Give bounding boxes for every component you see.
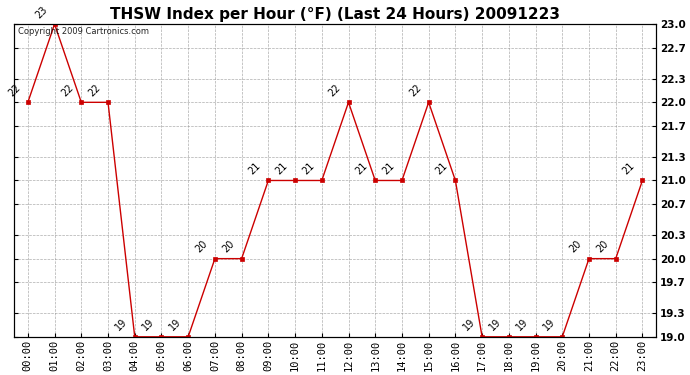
- Text: 21: 21: [300, 160, 316, 176]
- Text: 20: 20: [594, 238, 610, 255]
- Text: 21: 21: [247, 160, 263, 176]
- Text: 19: 19: [461, 317, 477, 333]
- Text: 19: 19: [140, 317, 156, 333]
- Title: THSW Index per Hour (°F) (Last 24 Hours) 20091223: THSW Index per Hour (°F) (Last 24 Hours)…: [110, 7, 560, 22]
- Text: 19: 19: [541, 317, 557, 333]
- Text: 21: 21: [354, 160, 370, 176]
- Text: 20: 20: [568, 238, 584, 255]
- Text: 21: 21: [621, 160, 637, 176]
- Text: 20: 20: [220, 238, 236, 255]
- Text: 21: 21: [381, 160, 396, 176]
- Text: 22: 22: [86, 82, 102, 98]
- Text: 20: 20: [193, 238, 209, 255]
- Text: 22: 22: [327, 82, 343, 98]
- Text: 21: 21: [274, 160, 290, 176]
- Text: 19: 19: [488, 317, 503, 333]
- Text: Copyright 2009 Cartronics.com: Copyright 2009 Cartronics.com: [18, 27, 149, 36]
- Text: 22: 22: [60, 82, 76, 98]
- Text: 22: 22: [407, 82, 423, 98]
- Text: 21: 21: [434, 160, 450, 176]
- Text: 23: 23: [33, 4, 49, 20]
- Text: 19: 19: [514, 317, 530, 333]
- Text: 19: 19: [113, 317, 129, 333]
- Text: 19: 19: [167, 317, 183, 333]
- Text: 22: 22: [6, 82, 22, 98]
